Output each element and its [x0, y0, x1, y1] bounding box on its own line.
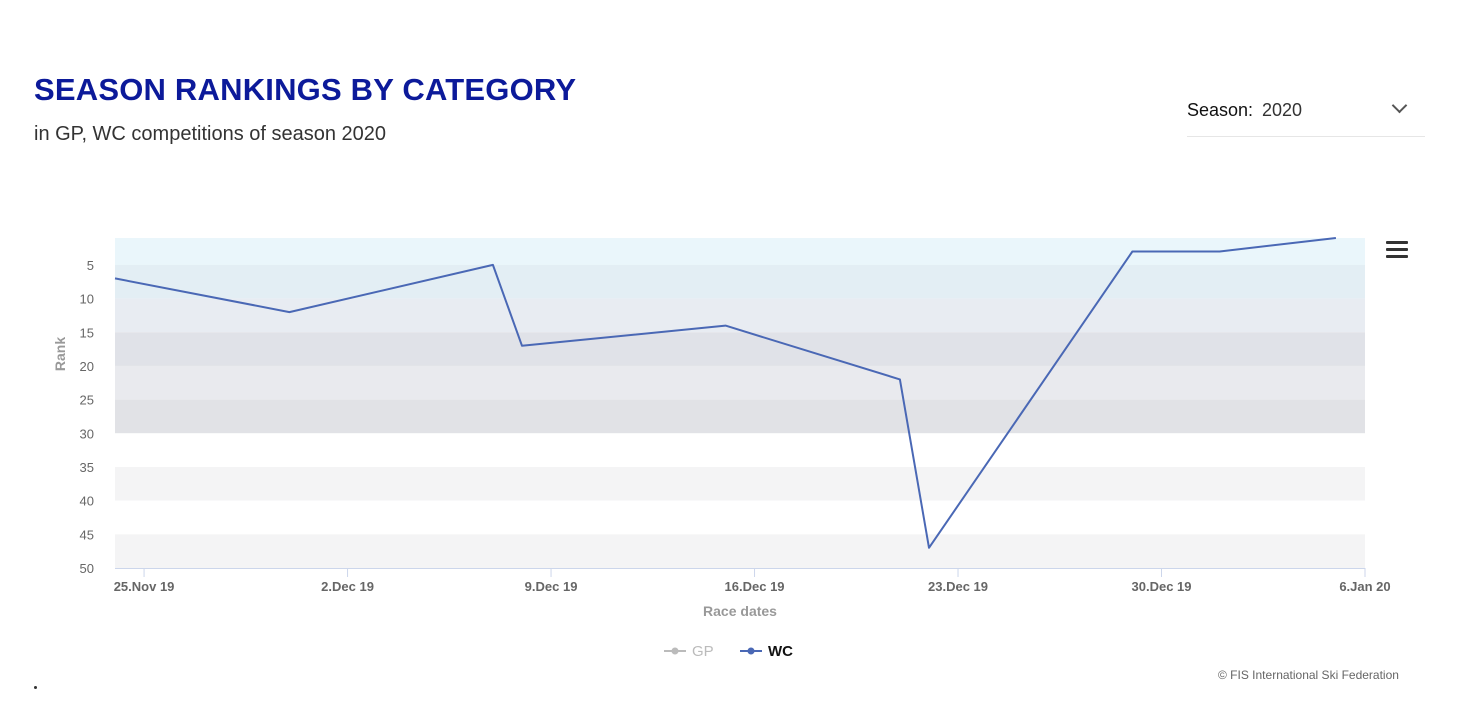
plot-band-1 [115, 264, 1365, 299]
series-line-wc [114, 237, 1337, 549]
y-tick-label-50: 50 [80, 561, 94, 576]
x-tick-label-2: 9.Dec 19 [525, 579, 578, 594]
plot-band-5 [115, 399, 1365, 434]
x-axis-title: Race dates [703, 603, 777, 619]
x-tick-label-3: 16.Dec 19 [725, 579, 785, 594]
legend-label-gp: GP [692, 643, 714, 660]
credit-text: © FIS International Ski Federation [1218, 668, 1399, 682]
y-tick-label-10: 10 [80, 292, 94, 307]
legend-symbol-marker [747, 647, 755, 655]
plot-band-3 [115, 332, 1365, 366]
plot-band-7 [115, 466, 1365, 501]
plot-band-9 [115, 534, 1365, 568]
legend-label-wc: WC [768, 643, 793, 660]
y-tick-label-40: 40 [80, 494, 94, 509]
x-tick-label-0: 25.Nov 19 [114, 579, 175, 594]
plot-band-4 [115, 365, 1365, 400]
chart-menu-button[interactable] [1384, 238, 1412, 262]
x-tick-label-1: 2.Dec 19 [321, 579, 374, 594]
season-select[interactable]: Season: 2020 [1187, 96, 1425, 137]
y-tick-label-30: 30 [80, 426, 94, 441]
x-tick-label-6: 6.Jan 20 [1339, 579, 1390, 594]
y-axis-title: Rank [52, 337, 68, 371]
legend-item-gp[interactable]: GP [664, 643, 714, 660]
plot-band-6 [115, 433, 1365, 467]
legend-item-wc[interactable]: WC [740, 643, 793, 660]
decorative-dot [34, 686, 37, 689]
page-title: SEASON RANKINGS BY CATEGORY [34, 72, 577, 107]
y-tick-label-45: 45 [80, 527, 94, 542]
season-label: Season: [1187, 100, 1254, 120]
page-subtitle: in GP, WC competitions of season 2020 [34, 123, 387, 145]
plot-band-2 [115, 298, 1365, 333]
hamburger-menu-icon [1386, 241, 1408, 244]
y-tick-label-15: 15 [80, 325, 94, 340]
x-tick-label-4: 23.Dec 19 [928, 579, 988, 594]
plot-band-8 [115, 500, 1365, 535]
y-tick-label-35: 35 [80, 460, 94, 475]
y-tick-label-20: 20 [80, 359, 94, 374]
legend-symbol-marker [671, 647, 679, 655]
y-tick-label-5: 5 [87, 258, 94, 273]
x-tick-label-5: 30.Dec 19 [1132, 579, 1192, 594]
y-tick-label-25: 25 [80, 393, 94, 408]
season-value: 2020 [1262, 100, 1303, 120]
